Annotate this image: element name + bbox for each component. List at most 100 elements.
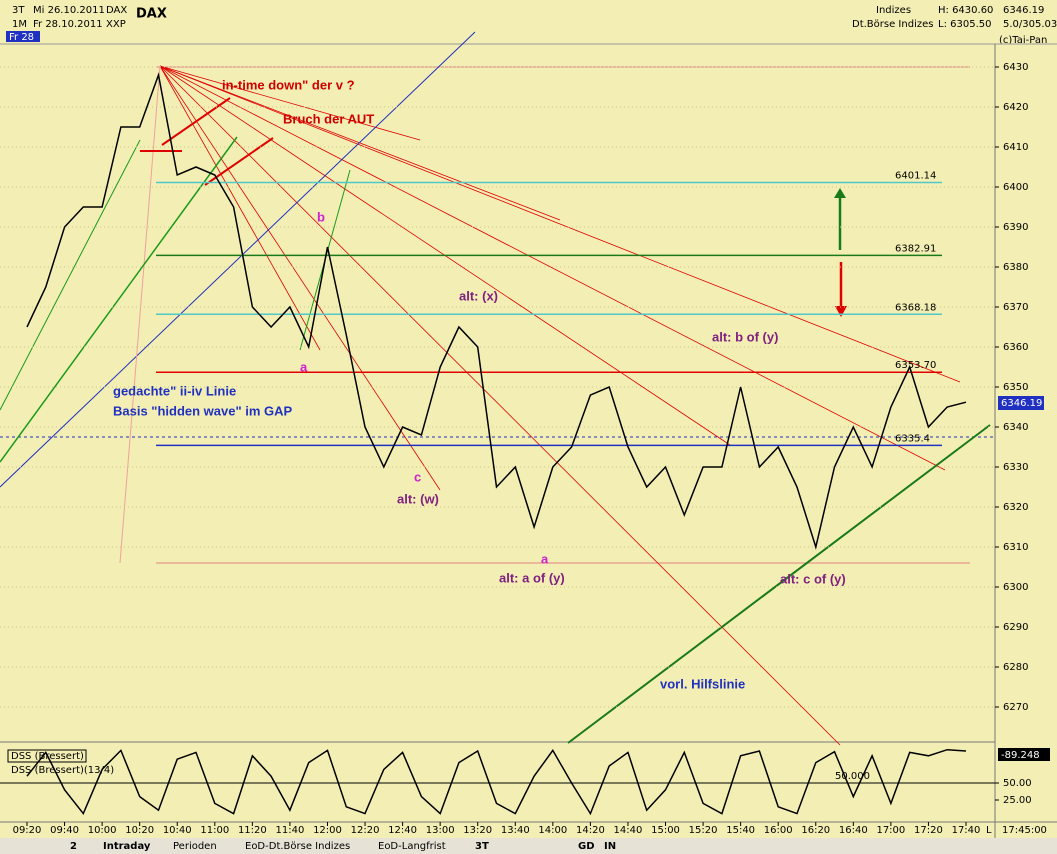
trend-line (119, 65, 161, 564)
axis-end: L (986, 825, 992, 836)
arrow (161, 97, 231, 146)
arrow-head (835, 306, 847, 317)
level-label: 6401.14 (895, 170, 936, 181)
x-tick-label: 10:00 (88, 825, 117, 836)
annotation: b (317, 209, 325, 224)
toolbar-button[interactable]: 2 (70, 841, 77, 852)
y-tick-label: 25.00 (1003, 795, 1032, 806)
y-tick-label: 6410 (1003, 142, 1028, 153)
annotation: alt: (x) (459, 288, 498, 303)
to-date: Fr 28.10.2011 (33, 19, 103, 30)
y-tick-label: 6320 (1003, 502, 1028, 513)
tab[interactable]: Intraday (103, 841, 151, 852)
tab[interactable]: EoD-Dt.Börse Indizes (245, 841, 350, 852)
y-tick-label: 6300 (1003, 582, 1028, 593)
toolbar-button[interactable]: GD (578, 841, 595, 852)
x-tick-label: 16:00 (764, 825, 793, 836)
tab[interactable]: Perioden (173, 841, 217, 852)
x-tick-label: 16:20 (801, 825, 830, 836)
y-tick-label: 6370 (1003, 302, 1028, 313)
last: 6346.19 (1003, 5, 1044, 16)
high: H: 6430.60 (938, 5, 993, 16)
fan-line (159, 65, 421, 141)
y-tick-label: 6430 (1003, 62, 1028, 73)
y-tick-label: 6420 (1003, 102, 1028, 113)
x-tick-label: 14:20 (576, 825, 605, 836)
tab[interactable]: EoD-Langfrist (378, 841, 446, 852)
price-line (26, 72, 967, 550)
trend-line (0, 31, 476, 488)
x-tick-label: 17:00 (876, 825, 905, 836)
x-tick-label: 14:00 (538, 825, 567, 836)
x-tick-label: 13:20 (463, 825, 492, 836)
plot: 6270 6280 6290 6300 6310 6320 6330 6340 6350 6360… (0, 62, 1032, 836)
fan-line (159, 65, 561, 221)
x-tick-label: 09:40 (50, 825, 79, 836)
last-box (998, 396, 1044, 410)
x-tick-label: 15:40 (726, 825, 755, 836)
x-tick-label: 12:00 (313, 825, 342, 836)
x-tick-label: 16:40 (839, 825, 868, 836)
annotation: in-time down" der v ? (222, 77, 355, 92)
symbol: DAX (106, 5, 127, 16)
toolbar-button[interactable]: 3T (475, 841, 489, 852)
y-tick-label: 6280 (1003, 662, 1028, 673)
annotation: alt: c of (y) (780, 571, 846, 586)
day: Fr 28 (9, 32, 34, 43)
y-tick-label: 6350 (1003, 382, 1028, 393)
last-price: 6346.19 (1001, 398, 1042, 409)
y-tick-label: 6380 (1003, 262, 1028, 273)
dss-box (7, 749, 87, 763)
fan-line (159, 65, 961, 383)
x-tick-label: 12:40 (388, 825, 417, 836)
x-tick-label: 09:20 (13, 825, 42, 836)
x-tick-label: 17:40 (952, 825, 981, 836)
x-tick-label: 13:40 (501, 825, 530, 836)
x-tick-label: 17:20 (914, 825, 943, 836)
volume: 5.0/305.03 (1003, 19, 1057, 30)
y-tick-label: 50.00 (1003, 778, 1032, 789)
y-tick-label: 6400 (1003, 182, 1028, 193)
fan-line (159, 65, 321, 351)
readout-box (998, 748, 1050, 761)
annotation: vorl. Hilfslinie (660, 676, 745, 691)
day-box (6, 31, 40, 42)
y-tick-label: 6390 (1003, 222, 1028, 233)
annotation: alt: b of (y) (712, 329, 778, 344)
tabs: Intraday Perioden EoD-Dt.Börse Indizes EoD-… (70, 841, 616, 852)
time: 17:45:00 (1002, 825, 1047, 836)
level-label: 6335.4 (895, 433, 930, 444)
annotation: Basis "hidden wave" im GAP (113, 403, 293, 418)
annotation: Bruch der AUT (283, 111, 374, 126)
x-tick-label: 10:40 (163, 825, 192, 836)
x-tick-label: 14:40 (614, 825, 643, 836)
x-tick-label: 12:20 (351, 825, 380, 836)
level-label: 50.000 (835, 771, 870, 782)
from-date: Mi 26.10.2011 (33, 5, 105, 16)
group: Indizes (876, 5, 911, 16)
level-label: 6353.70 (895, 360, 936, 371)
x-tick-label: 10:20 (125, 825, 154, 836)
y-tick-label: 6340 (1003, 422, 1028, 433)
name: DAX (136, 7, 167, 22)
annotation: c (414, 469, 421, 484)
annotation: gedachte" ii-iv Linie (113, 383, 236, 398)
y-tick-label: 6360 (1003, 342, 1028, 353)
annotation: alt: a of (y) (499, 570, 565, 585)
exchange: XXP (106, 19, 126, 30)
fan-line (159, 65, 946, 471)
dss-title: DSS (Bressert) (11, 751, 84, 762)
annotation: a (300, 359, 308, 374)
group-full: Dt.Börse Indizes (852, 19, 933, 30)
x-tick-label: 11:40 (276, 825, 305, 836)
trend-line (0, 136, 238, 463)
level-label: 6382.91 (895, 243, 936, 254)
tab-bar (0, 838, 1057, 854)
y-tick-label: 6290 (1003, 622, 1028, 633)
x-tick-label: 11:00 (200, 825, 229, 836)
level-label: 6368.18 (895, 302, 936, 313)
fan-line (159, 65, 841, 746)
x-tick-label: 13:00 (426, 825, 455, 836)
price-line (26, 748, 967, 816)
toolbar-button[interactable]: IN (604, 841, 616, 852)
